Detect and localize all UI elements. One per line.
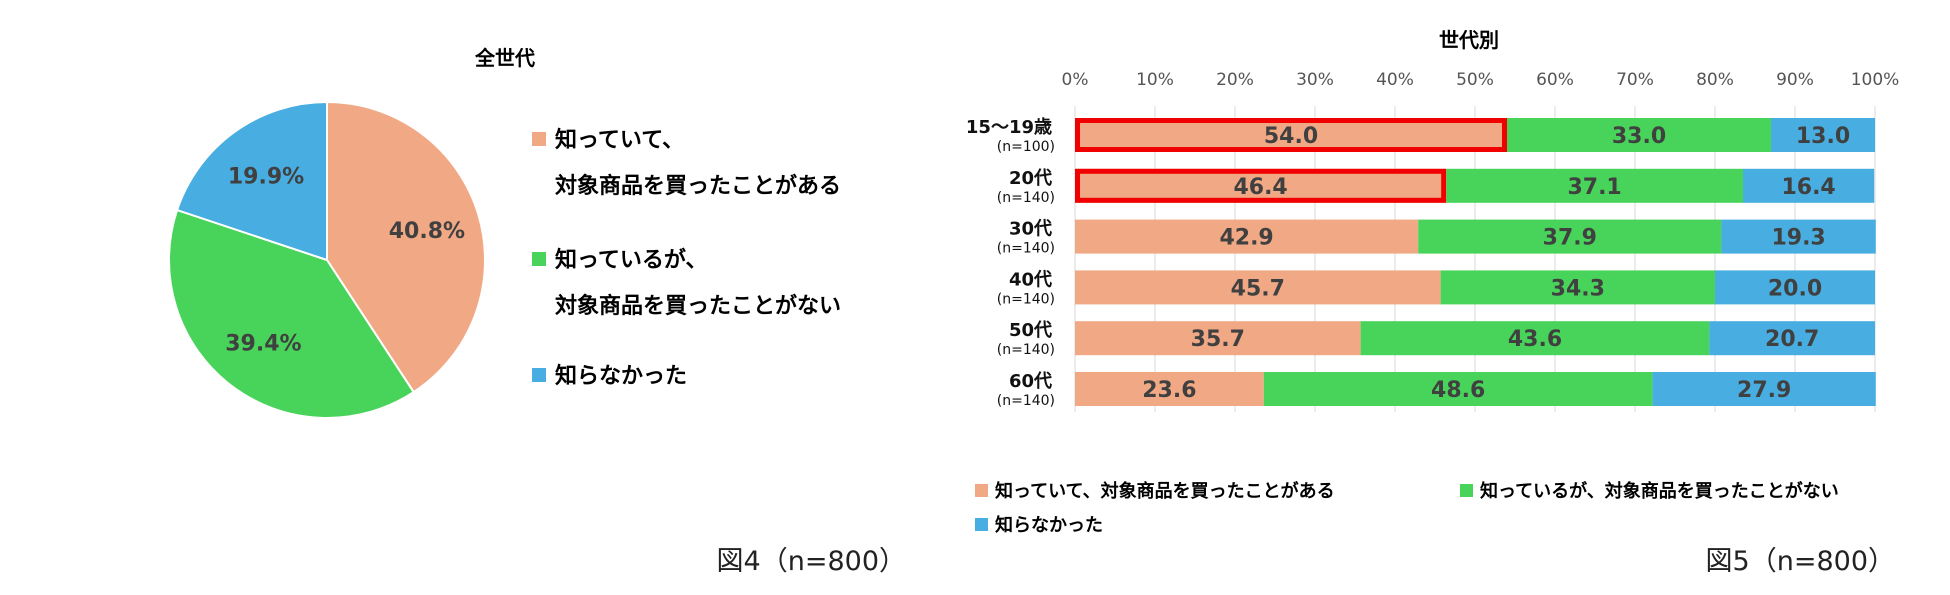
bar-segment-not_bought [1263, 372, 1653, 406]
x-tick-label: 30% [1296, 70, 1334, 90]
bar-segment-not_bought [1507, 118, 1771, 152]
bar-value-label-bought: 23.6 [1142, 378, 1196, 403]
bar-legend-label-unknown: 知らなかった [995, 514, 1103, 536]
pie-slices: 40.8% 39.4% 19.9% [168, 100, 486, 419]
row-label: 15～19歳 [966, 117, 1052, 138]
bar-value-label-unknown: 20.0 [1768, 276, 1822, 301]
x-tick-label: 50% [1456, 70, 1494, 90]
pie-legend: 知っていて、対象商品を買ったことがある知っているが、対象商品を買ったことがない知… [532, 127, 841, 389]
bar-title: 世代別 [1439, 28, 1499, 52]
x-tick-label: 40% [1376, 70, 1414, 90]
pie-slice-label-bought: 40.8% [389, 219, 465, 244]
bar-value-label-not_bought: 34.3 [1551, 276, 1605, 301]
x-tick-label: 100% [1851, 70, 1900, 90]
bar-value-label-unknown: 27.9 [1737, 378, 1791, 403]
pie-title: 全世代 [474, 46, 535, 70]
bar-chart: 世代別 0% 10% 20% 30% 40% 50% 60% 70% 80% 90% 100% 15… [966, 28, 1900, 577]
bar-segment-bought [1075, 118, 1507, 152]
bar-value-label-not_bought: 37.1 [1567, 175, 1621, 200]
pie-legend-label-unknown: 知らなかった [555, 363, 687, 389]
pie-legend-swatch-unknown [532, 368, 546, 382]
bar-segment-bought [1075, 270, 1441, 305]
bar-value-label-unknown: 20.7 [1765, 327, 1819, 352]
bar-legend-swatch-not_bought [1460, 484, 1473, 497]
row-label: 60代 [1009, 371, 1052, 392]
row-label: 30代 [1009, 219, 1052, 240]
bar-gridlines [1074, 106, 1876, 412]
bar-segment-unknown [1743, 168, 1875, 203]
x-tick-label: 80% [1696, 70, 1734, 90]
bar-highlight-box [1075, 118, 1507, 152]
bar-legend-label-bought: 知っていて、対象商品を買ったことがある [995, 480, 1335, 502]
bar-value-label-bought: 35.7 [1191, 327, 1245, 352]
bar-segment-unknown [1721, 219, 1876, 254]
bar-segment-bought [1075, 168, 1447, 203]
bar-value-label-unknown: 19.3 [1771, 226, 1825, 251]
row-sample-size: (n=140) [997, 291, 1055, 307]
bar-row: 50代(n=140) 35.7 43.6 20.7 [997, 320, 1875, 358]
bar-value-label-unknown: 13.0 [1796, 124, 1850, 149]
bar-x-axis: 0% 10% 20% 30% 40% 50% 60% 70% 80% 90% 100% [1062, 70, 1900, 90]
bar-value-label-bought: 54.0 [1264, 124, 1318, 149]
bar-highlight-box [1075, 168, 1447, 203]
bar-legend: 知っていて、対象商品を買ったことがある 知っているが、対象商品を買ったことがない知… [975, 480, 1839, 536]
x-tick-label: 0% [1062, 70, 1089, 90]
row-sample-size: (n=140) [997, 393, 1055, 409]
x-tick-label: 60% [1536, 70, 1574, 90]
row-label: 50代 [1009, 320, 1052, 341]
bar-row: 40代(n=140) 45.7 34.3 20.0 [997, 269, 1875, 307]
row-sample-size: (n=140) [997, 342, 1055, 358]
x-tick-label: 90% [1776, 70, 1814, 90]
row-sample-size: (n=100) [997, 139, 1055, 155]
bar-segment-unknown [1652, 372, 1876, 406]
bar-value-label-not_bought: 43.6 [1508, 327, 1562, 352]
bar-segment-unknown [1771, 118, 1875, 152]
row-sample-size: (n=140) [997, 190, 1055, 206]
pie-legend-swatch-not_bought [532, 252, 546, 266]
pie-legend-label-not_bought: 対象商品を買ったことがない [555, 293, 841, 319]
bar-caption: 図5（n=800） [1706, 546, 1895, 577]
x-tick-label: 70% [1616, 70, 1654, 90]
bar-segment-bought [1075, 372, 1264, 406]
bar-segment-not_bought [1418, 219, 1722, 254]
pie-legend-label-bought: 対象商品を買ったことがある [555, 173, 841, 199]
bar-row: 20代(n=140) 46.4 37.1 16.4 [997, 168, 1875, 206]
pie-slice-label-not_bought: 39.4% [225, 332, 301, 357]
pie-legend-label-not_bought: 知っているが、 [555, 247, 707, 273]
pie-legend-label-bought: 知っていて、 [555, 127, 684, 153]
bar-segment-not_bought [1360, 321, 1710, 356]
bar-row: 30代(n=140) 42.9 37.9 19.3 [997, 219, 1876, 257]
pie-legend-swatch-bought [532, 132, 546, 146]
bar-segment-not_bought [1446, 168, 1743, 203]
bar-segment-not_bought [1440, 270, 1715, 305]
bar-row: 15～19歳(n=100) 54.0 33.0 13.0 [966, 117, 1875, 155]
bar-value-label-bought: 46.4 [1233, 175, 1287, 200]
bar-value-label-unknown: 16.4 [1781, 175, 1835, 200]
row-sample-size: (n=140) [997, 241, 1055, 257]
pie-caption: 図4（n=800） [717, 546, 906, 577]
bar-row: 60代(n=140) 23.6 48.6 27.9 [997, 371, 1876, 409]
bar-segment-unknown [1715, 270, 1875, 305]
x-tick-label: 20% [1216, 70, 1254, 90]
x-tick-label: 10% [1136, 70, 1174, 90]
bar-value-label-not_bought: 48.6 [1431, 378, 1485, 403]
pie-slice-not_bought [168, 208, 416, 419]
bar-value-label-not_bought: 37.9 [1543, 226, 1597, 251]
bar-segment-bought [1075, 321, 1361, 356]
bar-legend-swatch-unknown [975, 518, 988, 531]
bar-value-label-bought: 45.7 [1231, 276, 1285, 301]
pie-slice-label-unknown: 19.9% [228, 164, 304, 189]
bar-legend-swatch-bought [975, 484, 988, 497]
bar-segment-unknown [1709, 321, 1875, 356]
pie-chart: 全世代 40.8% 39.4% 19.9% 知っていて、対象商品を買ったことがある知… [168, 46, 906, 577]
bar-legend-label-not_bought: 知っているが、対象商品を買ったことがない [1480, 480, 1839, 502]
bar-value-label-not_bought: 33.0 [1612, 124, 1666, 149]
bar-value-label-bought: 42.9 [1219, 226, 1273, 251]
row-label: 40代 [1009, 269, 1052, 290]
pie-slice-unknown [175, 100, 328, 262]
row-label: 20代 [1009, 168, 1052, 189]
bar-segment-bought [1075, 219, 1419, 254]
